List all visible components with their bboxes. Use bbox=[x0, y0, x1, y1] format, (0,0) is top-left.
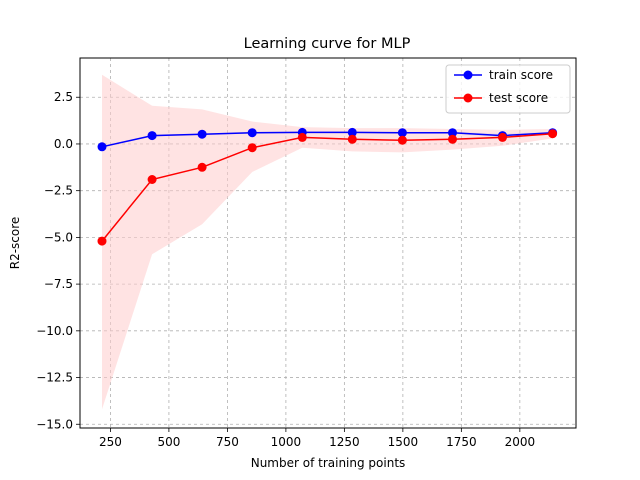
y-tick-label: −15.0 bbox=[36, 417, 73, 431]
legend-test-label: test score bbox=[489, 91, 548, 105]
data-point-train bbox=[247, 128, 257, 138]
data-point-train bbox=[397, 128, 407, 138]
data-point-train bbox=[197, 129, 207, 139]
x-tick-label: 2000 bbox=[505, 435, 536, 449]
data-point-train bbox=[147, 131, 157, 141]
data-point-train bbox=[347, 127, 357, 137]
data-point-test bbox=[247, 143, 257, 153]
y-tick-label: −5.0 bbox=[44, 230, 73, 244]
data-point-test bbox=[297, 132, 307, 142]
series-lines bbox=[97, 127, 558, 246]
data-point-test bbox=[548, 129, 558, 139]
x-tick-label: 750 bbox=[216, 435, 239, 449]
data-point-train bbox=[448, 128, 457, 138]
y-tick-label: −7.5 bbox=[44, 277, 73, 291]
series-line-train bbox=[101, 131, 553, 148]
legend-test-marker bbox=[463, 93, 473, 103]
data-point-test bbox=[147, 175, 157, 184]
series-line-test bbox=[101, 132, 553, 242]
legend: train score test score bbox=[445, 64, 571, 114]
y-tick-label: 2.5 bbox=[54, 90, 73, 104]
x-axis: 250 500 750 1000 1250 1500 1750 2000 bbox=[99, 428, 535, 449]
data-point-test bbox=[397, 135, 407, 145]
x-tick-label: 1750 bbox=[446, 435, 477, 449]
data-point-train bbox=[97, 142, 107, 152]
legend-train-marker bbox=[463, 70, 473, 80]
x-tick-label: 1500 bbox=[388, 435, 419, 449]
legend-train-label: train score bbox=[489, 68, 553, 82]
data-point-test bbox=[498, 132, 507, 142]
x-tick-label: 500 bbox=[157, 435, 180, 449]
data-point-test bbox=[448, 134, 457, 144]
x-tick-label: 250 bbox=[99, 435, 122, 449]
x-tick-label: 1250 bbox=[329, 435, 360, 449]
plot-frame bbox=[79, 57, 577, 429]
band-test bbox=[102, 74, 553, 410]
data-point-test bbox=[197, 162, 207, 172]
confidence-bands bbox=[102, 74, 553, 410]
y-tick-label: −12.5 bbox=[36, 371, 73, 385]
legend-box bbox=[445, 64, 571, 114]
data-point-test bbox=[347, 134, 357, 144]
chart-title: Learning curve for MLP bbox=[244, 36, 411, 52]
y-tick-label: −10.0 bbox=[36, 324, 73, 338]
y-axis-label: R2-score bbox=[8, 217, 22, 270]
data-point-test bbox=[97, 236, 107, 246]
x-tick-label: 1000 bbox=[271, 435, 302, 449]
x-axis-label: Number of training points bbox=[251, 456, 406, 470]
y-axis: 2.5 0.0 −2.5 −5.0 −7.5 −10.0 −12.5 −15.0 bbox=[36, 90, 80, 431]
y-tick-label: −2.5 bbox=[44, 184, 73, 198]
y-tick-label: 0.0 bbox=[54, 137, 73, 151]
